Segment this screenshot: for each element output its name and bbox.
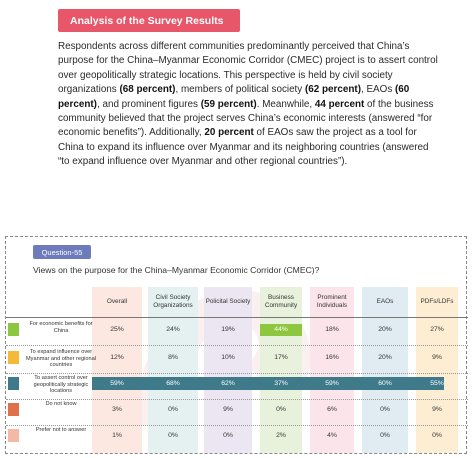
table-cell: 9%: [432, 354, 442, 361]
bold-stat: 44 percent: [314, 98, 365, 110]
row-divider: [6, 399, 468, 400]
table-cell: 20%: [378, 326, 392, 333]
table-cell: 0%: [432, 432, 442, 439]
column-header: Policital Society: [205, 298, 251, 306]
table-cell: 0%: [223, 432, 233, 439]
column-header: Business Community: [264, 294, 298, 309]
table-cell: 44%: [260, 323, 302, 336]
column-header: PDFs/LDFs: [420, 298, 454, 306]
text-span: , EAOs: [360, 84, 396, 96]
table-cell: 25%: [110, 326, 124, 333]
row-color-swatch: [8, 403, 19, 416]
table-cell: 0%: [168, 432, 178, 439]
row-label: To expand influence over Myanmar and oth…: [26, 349, 96, 369]
table-cell: 0%: [276, 406, 286, 413]
text-span: . Meanwhile,: [256, 98, 315, 110]
row-label: For economic benefits for China: [29, 321, 93, 334]
row-color-swatch: [8, 323, 19, 336]
row-color-swatch: [8, 351, 19, 364]
row-label: Prefer not to answer: [35, 427, 87, 433]
table-cell: 17%: [274, 354, 288, 361]
table-cell: 2%: [276, 432, 286, 439]
section-badge: Analysis of the Survey Results: [58, 9, 240, 32]
table-cell: 0%: [380, 432, 390, 439]
table-cell: 37%: [274, 380, 288, 387]
text-span: of the business community believed that …: [58, 98, 434, 139]
text-span: Respondents across different communities…: [58, 41, 438, 96]
survey-table-panel: Question-55 Views on the purpose for the…: [5, 236, 468, 454]
row-divider: [6, 373, 468, 374]
text-span: of EAOs saw the project as a tool for Ch…: [58, 127, 429, 168]
table-cell: 8%: [168, 354, 178, 361]
table-cell: 20%: [378, 354, 392, 361]
table-cell: 60%: [378, 380, 392, 387]
table-cell: 6%: [327, 406, 337, 413]
table-cell: 62%: [221, 380, 235, 387]
row-label: Do not know: [45, 401, 77, 407]
text-span: , members of political society: [175, 84, 305, 96]
bold-stat: (59 percent): [200, 98, 257, 110]
table-cell: 9%: [223, 406, 233, 413]
table-cell: 68%: [166, 380, 180, 387]
table-cell: 0%: [380, 406, 390, 413]
row-divider: [6, 425, 468, 426]
table-cell: 9%: [432, 406, 442, 413]
header-divider: [6, 317, 468, 318]
table-cell: 12%: [110, 354, 124, 361]
bold-stat: (68 percent): [119, 84, 176, 96]
highlight-row-bar: [92, 377, 444, 390]
column-header: EAOs: [376, 298, 394, 306]
table-cell: 59%: [110, 380, 124, 387]
table-cell: 19%: [221, 326, 235, 333]
bold-stat: (62 percent): [305, 84, 361, 96]
table-cell: 55%: [430, 380, 444, 387]
table-cell: 27%: [430, 326, 444, 333]
table-cell: 3%: [112, 406, 122, 413]
question-number: Question-55: [41, 247, 83, 257]
text-span: , and prominent figures: [96, 98, 201, 110]
table-cell: 4%: [327, 432, 337, 439]
question-number-badge: Question-55: [33, 245, 91, 259]
table-cell: 10%: [221, 354, 235, 361]
table-cell: 0%: [168, 406, 178, 413]
column-header: Prominent Individuals: [316, 294, 348, 309]
table-cell: 1%: [112, 432, 122, 439]
column-header: Civil Society Organizations: [153, 294, 193, 309]
table-cell: 24%: [166, 326, 180, 333]
survey-summary-paragraph: Respondents across different communities…: [58, 40, 438, 170]
bold-stat: 20 percent: [204, 127, 254, 139]
row-color-swatch: [8, 377, 19, 390]
row-color-swatch: [8, 429, 19, 442]
table-cell: 59%: [325, 380, 339, 387]
question-title: Views on the purpose for the China–Myanm…: [33, 265, 320, 275]
bold-stat: (60 percent): [58, 84, 410, 110]
section-title: Analysis of the Survey Results: [70, 14, 224, 27]
table-cell: 18%: [325, 326, 339, 333]
row-label: To assert control over geopolitically st…: [33, 375, 89, 395]
table-cell: 16%: [325, 354, 339, 361]
column-header: Overall: [106, 298, 128, 306]
row-divider: [6, 345, 468, 346]
